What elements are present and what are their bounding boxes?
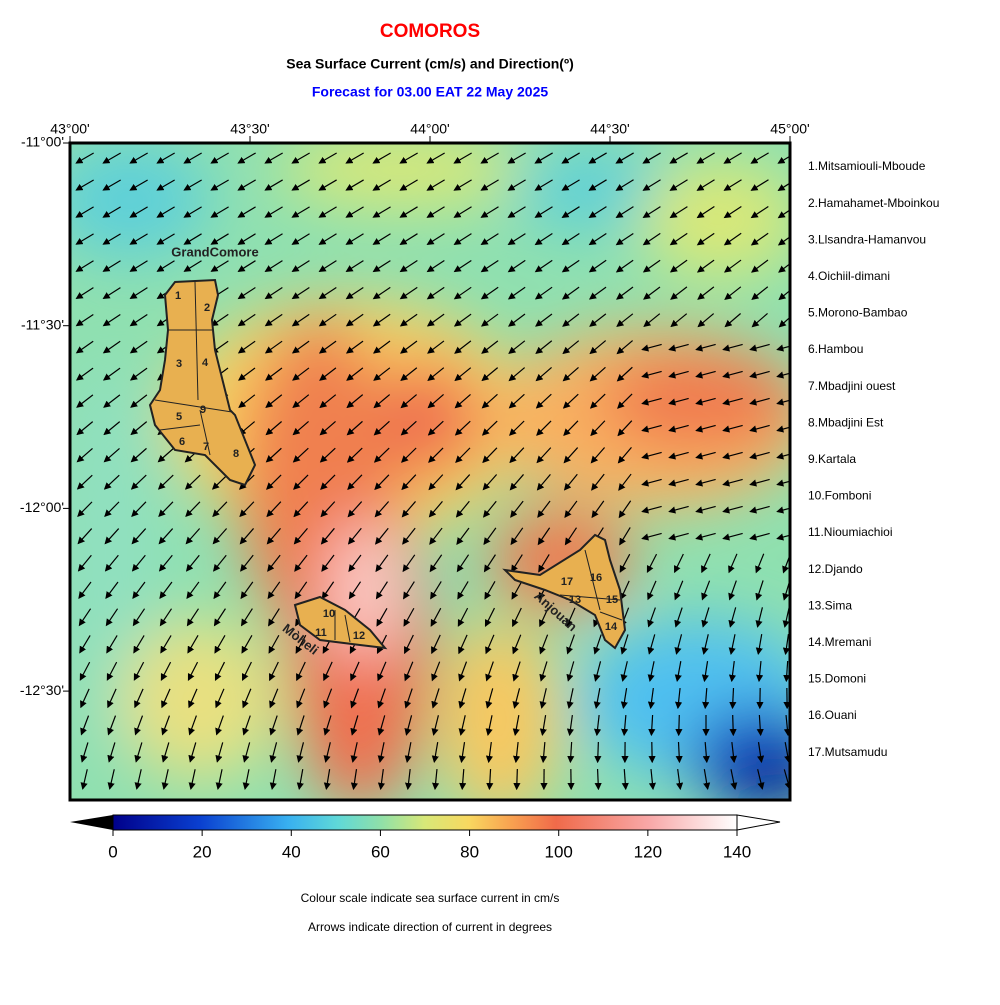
district-number: 8	[233, 448, 239, 460]
legend-item: 11.Nioumiachioi	[808, 525, 893, 539]
forecast: Forecast for 03.00 EAT 22 May 2025	[312, 84, 549, 100]
district-number: 7	[203, 441, 209, 453]
colorbar	[113, 815, 737, 830]
legend-item: 10.Fomboni	[808, 489, 871, 503]
district-number: 15	[606, 594, 618, 606]
arrow	[517, 769, 518, 789]
colorbar-label: 140	[723, 842, 751, 861]
footnote: Arrows indicate direction of current in …	[308, 920, 552, 934]
district-number: 6	[179, 436, 185, 448]
district-number: 12	[353, 630, 365, 642]
legend-item: 12.Djando	[808, 562, 863, 576]
arrow	[679, 715, 680, 735]
legend-item: 3.Llsandra-Hamanvou	[808, 232, 926, 246]
colorbar-label: 0	[108, 842, 117, 861]
legend-item: 14.Mremani	[808, 635, 871, 649]
legend-item: 9.Kartala	[808, 452, 856, 466]
legend-item: 2.Hamahamet-Mboinkou	[808, 196, 939, 210]
lon-label: 44°30'	[590, 121, 629, 137]
lat-label: -11°00'	[21, 134, 64, 150]
legend-item: 16.Ouani	[808, 708, 857, 722]
subtitle: Sea Surface Current (cm/s) and Direction…	[286, 56, 574, 72]
district-number: 10	[323, 608, 335, 620]
colorbar-label: 80	[460, 842, 479, 861]
lat-label: -12°00'	[20, 499, 64, 515]
arrow	[733, 715, 734, 735]
district-number: 9	[200, 404, 206, 416]
legend-item: 8.Mbadjini Est	[808, 415, 884, 429]
legend-item: 1.Mitsamiouli-Mboude	[808, 159, 926, 173]
legend-item: 7.Mbadjini ouest	[808, 379, 896, 393]
colorbar-label: 120	[634, 842, 662, 861]
lat-label: -11°30'	[21, 316, 64, 332]
legend-item: 15.Domoni	[808, 672, 866, 686]
district-number: 1	[175, 290, 181, 302]
lat-label: -12°30'	[20, 682, 64, 698]
colorbar-label: 100	[545, 842, 573, 861]
district-number: 13	[569, 594, 581, 606]
district-number: 2	[204, 302, 210, 314]
legend-item: 6.Hambou	[808, 342, 863, 356]
colorbar-under	[70, 815, 113, 830]
district-number: 14	[605, 621, 618, 633]
district-number: 5	[176, 411, 182, 423]
district-number: 11	[315, 627, 327, 639]
arrow	[598, 742, 599, 762]
lon-label: 44°00'	[410, 121, 449, 137]
lon-label: 43°30'	[230, 121, 269, 137]
footnote: Colour scale indicate sea surface curren…	[301, 891, 560, 905]
lon-label: 45°00'	[770, 121, 809, 137]
legend-item: 13.Sima	[808, 598, 852, 612]
legend-item: 5.Morono-Bambao	[808, 306, 908, 320]
district-number: 4	[202, 357, 209, 369]
district-number: 16	[590, 572, 602, 584]
colorbar-label: 40	[282, 842, 301, 861]
district-number: 3	[176, 358, 182, 370]
legend-item: 4.Oichiil-dimani	[808, 269, 890, 283]
colorbar-over	[737, 815, 780, 830]
district-number: 17	[561, 576, 573, 588]
island-name: GrandComore	[171, 244, 258, 259]
legend-item: 17.Mutsamudu	[808, 745, 887, 759]
colorbar-label: 20	[193, 842, 212, 861]
colorbar-label: 60	[371, 842, 390, 861]
current-field	[50, 130, 830, 820]
title: COMOROS	[380, 21, 480, 42]
